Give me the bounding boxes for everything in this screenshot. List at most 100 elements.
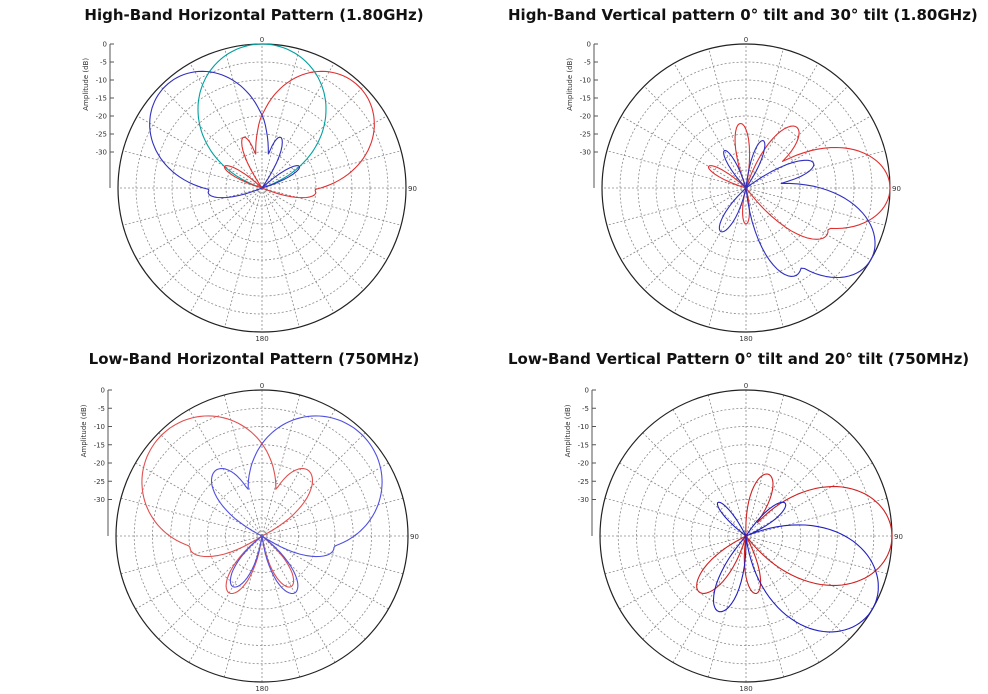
- radial-tick-label: -5: [584, 59, 591, 67]
- outer-ring: [115, 389, 409, 683]
- grid-spoke: [189, 187, 263, 313]
- grid-spoke: [261, 497, 404, 537]
- radial-tick-label: -30: [94, 496, 105, 504]
- grid-ring: [243, 517, 281, 555]
- grid-spoke: [158, 535, 263, 640]
- radial-tick-label: -15: [580, 95, 591, 103]
- grid-spoke: [745, 394, 785, 537]
- grid-spoke: [745, 409, 820, 537]
- grid-spoke: [745, 187, 871, 261]
- radial-tick-label: -25: [578, 478, 589, 486]
- angle-label-bottom: 180: [255, 335, 268, 343]
- chart-title: High-Band Horizontal Pattern (1.80GHz): [84, 6, 424, 24]
- grid-spoke: [261, 535, 336, 663]
- pattern-traces: [141, 415, 383, 595]
- grid-spoke: [708, 48, 747, 189]
- radial-tick-label: -20: [580, 113, 591, 121]
- pattern-traces: [707, 122, 891, 279]
- grid-ring: [206, 480, 318, 592]
- panel-low-band-vertical: Low-Band Vertical Pattern 0° tilt and 20…: [508, 350, 969, 694]
- grid-spoke: [261, 187, 335, 313]
- grid-spoke: [261, 187, 300, 328]
- grid-spoke: [745, 187, 819, 313]
- grid-spoke: [745, 187, 886, 226]
- grid-spoke: [261, 85, 365, 189]
- radial-tick-label: -25: [96, 131, 107, 139]
- grid-spoke: [188, 409, 263, 537]
- grid-spoke: [261, 535, 404, 575]
- polar-grid: [602, 44, 890, 332]
- grid-spoke: [261, 115, 387, 189]
- radial-tick-label: -15: [96, 95, 107, 103]
- grid-spoke: [188, 535, 263, 663]
- grid-spoke: [224, 48, 263, 189]
- grid-spoke: [261, 432, 366, 537]
- grid-spoke: [643, 85, 747, 189]
- radial-tick-label: -10: [578, 423, 589, 431]
- radial-tick-label: -20: [96, 113, 107, 121]
- grid-spoke: [261, 187, 402, 226]
- grid-spoke: [672, 535, 747, 663]
- grid-spoke: [745, 535, 785, 678]
- grid-spoke: [673, 63, 747, 189]
- grid-spoke: [224, 187, 263, 328]
- radial-tick-label: 0: [587, 41, 591, 49]
- y-axis-label: Amplitude (dB): [566, 58, 574, 111]
- angle-label-right: 90: [894, 533, 903, 541]
- polar-plot: 0 -5 -10 -15 -20 -25 -30 Amplitude (dB) 0 90 180: [82, 36, 417, 343]
- panel-high-band-horizontal: High-Band Horizontal Pattern (1.80GHz) 0…: [40, 6, 468, 344]
- grid-spoke: [745, 115, 871, 189]
- radial-tick-label: -5: [98, 405, 105, 413]
- radial-tick-label: 0: [103, 41, 107, 49]
- radial-tick-label: -25: [94, 478, 105, 486]
- angle-label-top: 0: [744, 382, 748, 390]
- pattern-trace-0: [141, 415, 314, 595]
- grid-spoke: [745, 535, 888, 575]
- radial-tick-label: -15: [578, 441, 589, 449]
- radial-tick-label: 0: [101, 387, 105, 395]
- grid-spoke: [606, 187, 747, 226]
- grid-spoke: [707, 394, 747, 537]
- angle-label-bottom: 180: [255, 685, 268, 693]
- grid-spoke: [223, 394, 263, 537]
- grid-spoke: [137, 187, 263, 261]
- grid-spoke: [672, 409, 747, 537]
- grid-spoke: [745, 85, 849, 189]
- grid-spoke: [261, 394, 301, 537]
- grid-spoke: [223, 535, 263, 678]
- angle-label-top: 0: [260, 382, 264, 390]
- radial-tick-label: -5: [582, 405, 589, 413]
- angle-label-top: 0: [744, 36, 748, 44]
- radial-tick-label: -10: [96, 77, 107, 85]
- polar-plot: 0 -5 -10 -15 -20 -25 -30 Amplitude (dB) 0 90 180: [564, 382, 903, 693]
- grid-spoke: [135, 462, 263, 537]
- angle-label-top: 0: [260, 36, 264, 44]
- grid-spoke: [707, 535, 747, 678]
- grid-spoke: [261, 187, 365, 291]
- grid-spoke: [745, 462, 873, 537]
- panel-high-band-vertical: High-Band Vertical pattern 0° tilt and 3…: [508, 6, 978, 344]
- grid-spoke: [745, 535, 873, 610]
- grid-spoke: [673, 187, 747, 313]
- grid-spoke: [745, 187, 849, 291]
- radial-tick-label: -5: [100, 59, 107, 67]
- radial-tick-label: -30: [96, 149, 107, 157]
- chart-title: High-Band Vertical pattern 0° tilt and 3…: [508, 6, 978, 24]
- polar-plot: 0 -5 -10 -15 -20 -25 -30 Amplitude (dB) 0 90 180: [80, 382, 419, 693]
- radial-tick-label: -25: [580, 131, 591, 139]
- angle-label-bottom: 180: [739, 685, 752, 693]
- angle-label-bottom: 180: [739, 335, 752, 343]
- chart-title: Low-Band Horizontal Pattern (750MHz): [88, 350, 420, 368]
- grid-ring: [654, 444, 838, 628]
- radial-tick-label: -10: [580, 77, 591, 85]
- grid-spoke: [158, 432, 263, 537]
- radial-tick-label: -20: [94, 460, 105, 468]
- polar-plot: 0 -5 -10 -15 -20 -25 -30 Amplitude (dB) 0 90 180: [566, 36, 901, 343]
- grid-spoke: [745, 497, 888, 537]
- pattern-trace-1: [223, 70, 375, 199]
- pattern-trace-1: [718, 139, 876, 279]
- pattern-trace-0: [707, 122, 891, 240]
- grid-spoke: [642, 535, 747, 640]
- grid-spoke: [604, 535, 747, 575]
- radial-tick-label: -10: [94, 423, 105, 431]
